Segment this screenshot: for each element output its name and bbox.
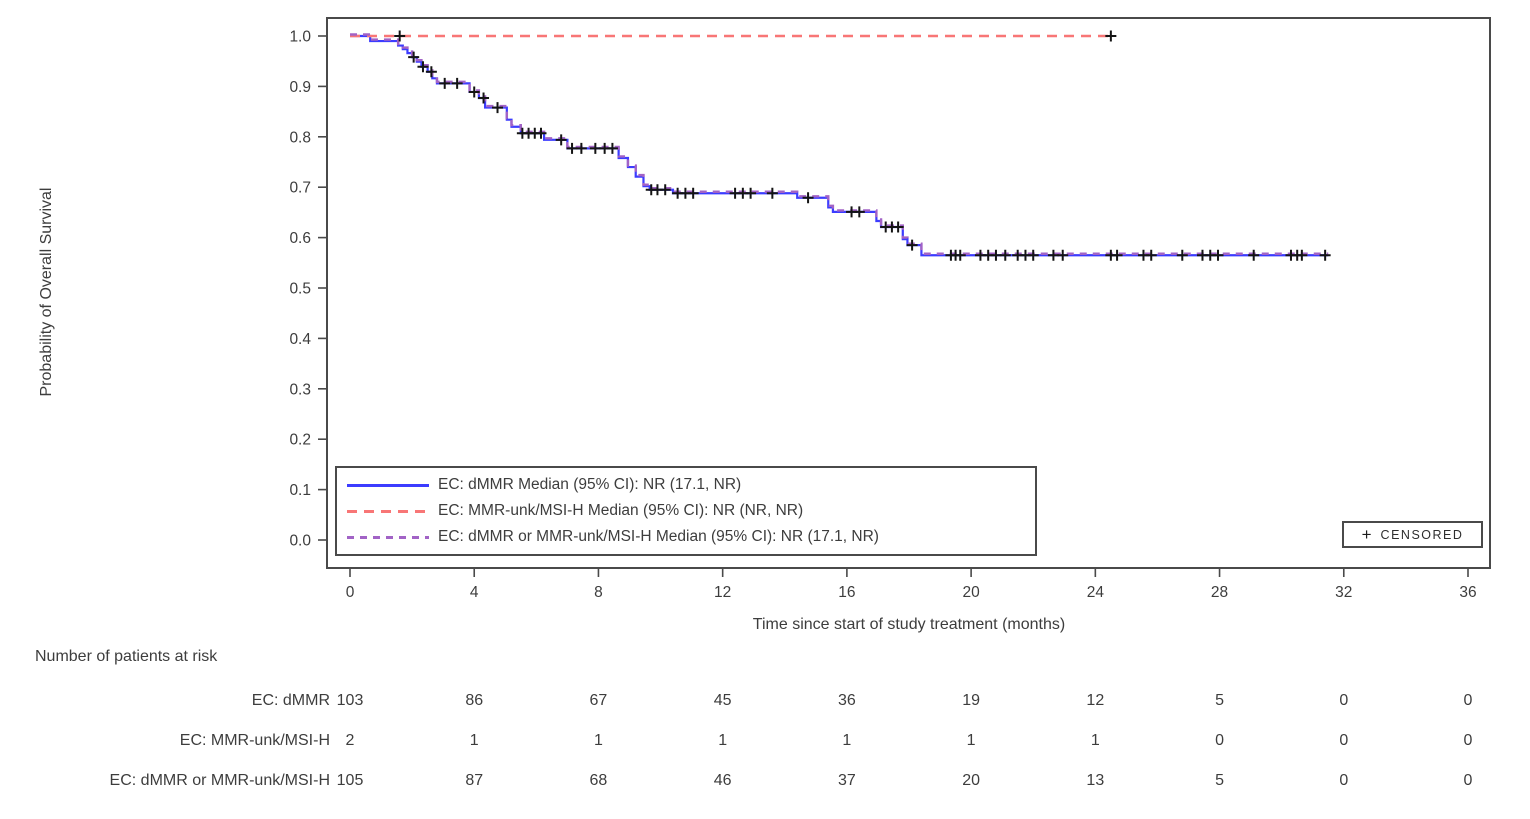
combined-line-sample-icon xyxy=(347,535,429,539)
risk-value: 13 xyxy=(1086,772,1105,789)
risk-row: EC: dMMR 103 86 67 45 36 19 12 5 0 0 xyxy=(0,692,1530,712)
dmmr-line-sample-icon xyxy=(347,483,429,487)
risk-value: 0 xyxy=(1339,692,1349,709)
svg-text:0.9: 0.9 xyxy=(289,79,311,96)
risk-value: 36 xyxy=(837,692,856,709)
censor-plus-icon: + xyxy=(1361,525,1372,544)
svg-text:28: 28 xyxy=(1211,584,1228,601)
risk-value: 5 xyxy=(1215,772,1224,789)
legend-row-combined: EC: dMMR or MMR-unk/MSI-H Median (95% CI… xyxy=(347,524,1027,550)
risk-value: 1 xyxy=(469,732,479,749)
svg-text:12: 12 xyxy=(714,584,731,601)
svg-text:20: 20 xyxy=(962,584,980,601)
series-legend: EC: dMMR Median (95% CI): NR (17.1, NR) … xyxy=(335,466,1037,556)
svg-text:0.4: 0.4 xyxy=(289,331,311,348)
risk-value: 0 xyxy=(1463,692,1473,709)
risk-value: 1 xyxy=(1090,732,1100,749)
risk-value: 0 xyxy=(1215,732,1224,749)
risk-row: EC: dMMR or MMR-unk/MSI-H 105 87 68 46 37 20 13… xyxy=(0,772,1530,792)
svg-text:0.6: 0.6 xyxy=(289,230,311,247)
svg-text:0.3: 0.3 xyxy=(289,381,311,398)
risk-value: 1 xyxy=(718,732,728,749)
risk-value: 2 xyxy=(345,732,355,749)
risk-value: 87 xyxy=(465,772,484,789)
risk-value: 86 xyxy=(465,692,484,709)
risk-value: 0 xyxy=(1463,732,1473,749)
legend-label-mmr-unk: EC: MMR-unk/MSI-H Median (95% CI): NR (N… xyxy=(438,502,804,519)
svg-text:4: 4 xyxy=(470,584,479,601)
risk-value: 67 xyxy=(589,692,608,709)
risk-value: 45 xyxy=(713,692,732,709)
svg-text:0.2: 0.2 xyxy=(289,432,311,449)
y-axis-title: Probability of Overall Survival xyxy=(38,187,55,397)
svg-text:32: 32 xyxy=(1335,584,1352,601)
risk-value: 1 xyxy=(593,732,603,749)
risk-value: 1 xyxy=(966,732,976,749)
risk-value: 37 xyxy=(837,772,856,789)
svg-text:1.0: 1.0 xyxy=(289,29,311,46)
svg-text:16: 16 xyxy=(838,584,855,601)
risk-value: 19 xyxy=(962,692,980,709)
risk-value: 103 xyxy=(336,692,364,709)
mmr-unk-line-sample-icon xyxy=(347,509,429,513)
legend-row-mmr-unk: EC: MMR-unk/MSI-H Median (95% CI): NR (N… xyxy=(347,498,1027,524)
censored-label: CENSORED xyxy=(1380,527,1464,542)
x-axis-title: Time since start of study treatment (mon… xyxy=(752,616,1066,633)
risk-row-label: EC: MMR-unk/MSI-H xyxy=(179,732,330,749)
legend-row-dmmr: EC: dMMR Median (95% CI): NR (17.1, NR) xyxy=(347,472,1027,498)
risk-value: 46 xyxy=(713,772,732,789)
legend-label-dmmr: EC: dMMR Median (95% CI): NR (17.1, NR) xyxy=(438,476,742,493)
svg-text:0.8: 0.8 xyxy=(289,129,311,146)
censored-legend: + CENSORED xyxy=(1342,521,1483,548)
svg-text:8: 8 xyxy=(594,584,603,601)
risk-value: 5 xyxy=(1215,692,1224,709)
risk-row: EC: MMR-unk/MSI-H 2 1 1 1 1 1 1 0 0 0 xyxy=(0,732,1530,752)
risk-value: 0 xyxy=(1463,772,1473,789)
risk-value: 68 xyxy=(589,772,608,789)
svg-text:24: 24 xyxy=(1087,584,1105,601)
svg-text:0.5: 0.5 xyxy=(289,281,311,298)
risk-value: 1 xyxy=(842,732,852,749)
svg-text:0.1: 0.1 xyxy=(289,482,311,499)
risk-value: 20 xyxy=(962,772,980,789)
svg-text:0: 0 xyxy=(346,584,355,601)
risk-value: 12 xyxy=(1086,692,1105,709)
risk-table-header: Number of patients at risk xyxy=(35,648,218,665)
legend-label-combined: EC: dMMR or MMR-unk/MSI-H Median (95% CI… xyxy=(438,528,879,545)
svg-text:0.7: 0.7 xyxy=(289,180,311,197)
km-plot-svg: 0.0 0.1 0.2 0.3 0.4 0.5 0.6 0.7 0.8 0.9 1.0 0 4 8 12 16… xyxy=(289,17,1491,601)
risk-value: 0 xyxy=(1339,772,1349,789)
risk-row-label: EC: dMMR xyxy=(251,692,330,709)
risk-value: 0 xyxy=(1339,732,1349,749)
svg-text:36: 36 xyxy=(1459,584,1476,601)
risk-value: 105 xyxy=(336,772,364,789)
svg-text:0.0: 0.0 xyxy=(289,533,311,550)
risk-row-label: EC: dMMR or MMR-unk/MSI-H xyxy=(109,772,330,789)
